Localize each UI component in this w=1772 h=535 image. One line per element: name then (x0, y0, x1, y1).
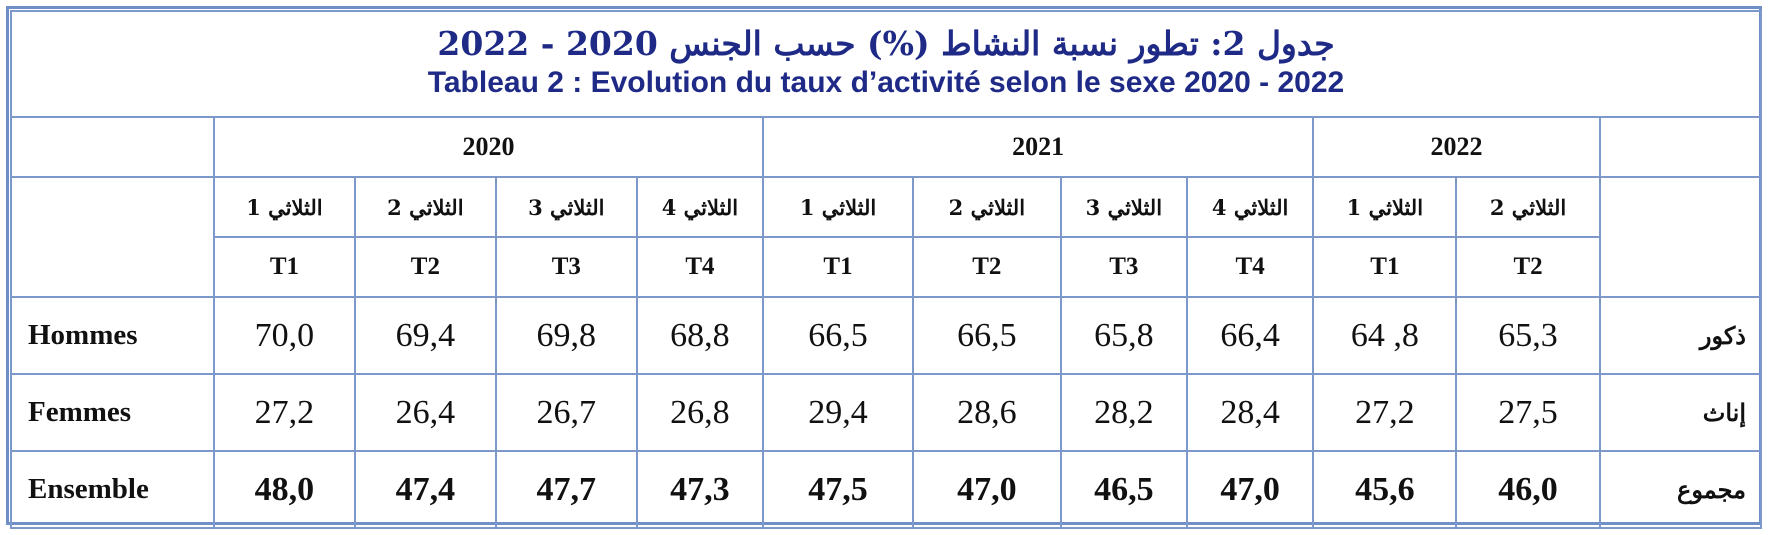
quarter-code-5: T1 (762, 236, 914, 298)
row-label-fr-text: Femmes (28, 396, 132, 428)
table-cell: 47,7 (494, 450, 638, 529)
table-cell: 66,4 (1185, 296, 1315, 375)
quarter-ar-9: الثلاثي 1 (1312, 176, 1458, 238)
quarter-code-10: T2 (1455, 236, 1601, 298)
empty-corner (10, 116, 215, 178)
quarter-ar-5: الثلاثي 1 (762, 176, 914, 238)
quarter-code-7: T3 (1059, 236, 1188, 298)
row-label-ar-text: إناث (1702, 398, 1746, 427)
quarter-code-row: T1 T2 T3 T4 T1 T2 T3 T4 T1 T2 (11, 236, 1761, 298)
activity-rate-table: جدول 2: تطور نسبة النشاط (%) حسب الجنس 2… (10, 10, 1763, 529)
table-cell: 47,0 (912, 450, 1062, 529)
table-row-ensemble: Ensemble 48,0 47,4 47,7 47,3 47,5 47,0 4… (10, 450, 1763, 529)
title-french: Tableau 2 : Evolution du taux d’activité… (427, 66, 1345, 99)
quarter-ar-2: الثلاثي 2 (353, 176, 497, 238)
row-label-ar: إناث (1598, 373, 1763, 452)
quarter-code-8: T4 (1185, 236, 1315, 298)
table-cell: 28,2 (1059, 373, 1188, 452)
empty-label-cell (10, 176, 215, 298)
table-cell: 70,0 (212, 296, 356, 375)
table-cell: 27,5 (1455, 373, 1601, 452)
quarter-code-6: T2 (912, 236, 1062, 298)
table-cell: 65,8 (1059, 296, 1188, 375)
quarter-ar-7: الثلاثي 3 (1059, 176, 1188, 238)
table-cell: 28,4 (1185, 373, 1315, 452)
quarter-arabic-row: الثلاثي 1 الثلاثي 2 الثلاثي 3 الثلاثي 4 … (10, 176, 1763, 298)
row-label-ar-text: مجموع (1677, 475, 1746, 504)
table-cell: 27,2 (1312, 373, 1458, 452)
year-2022: 2022 (1312, 116, 1601, 178)
table-row-hommes: Hommes 70,0 69,4 69,8 68,8 66,5 66,5 65,… (10, 296, 1763, 375)
table-cell: 47,4 (353, 450, 497, 529)
year-2021: 2021 (762, 116, 1315, 178)
quarter-ar-4: الثلاثي 4 (635, 176, 765, 238)
table-cell: 46,0 (1455, 450, 1601, 529)
table-row-femmes: Femmes 27,2 26,4 26,7 26,8 29,4 28,6 28,… (10, 373, 1763, 452)
table-cell: 47,0 (1185, 450, 1315, 529)
table-cell: 47,5 (762, 450, 914, 529)
quarter-code-9: T1 (1312, 236, 1458, 298)
table-cell: 45,6 (1312, 450, 1458, 529)
row-label-fr: Ensemble (10, 450, 215, 529)
empty-corner-right (1598, 116, 1763, 178)
quarter-ar-10: الثلاثي 2 (1455, 176, 1601, 238)
table-cell: 66,5 (762, 296, 914, 375)
quarter-ar-6: الثلاثي 2 (912, 176, 1062, 238)
row-label-ar: مجموع (1598, 450, 1763, 529)
table-cell: 29,4 (762, 373, 914, 452)
table-cell: 66,5 (912, 296, 1062, 375)
table-cell: 69,4 (353, 296, 497, 375)
row-label-fr-text: Hommes (28, 319, 138, 351)
quarter-code-1: T1 (212, 236, 356, 298)
row-label-fr: Hommes (10, 296, 215, 375)
row-label-fr: Femmes (10, 373, 215, 452)
table-cell: 48,0 (212, 450, 356, 529)
row-label-fr-text: Ensemble (28, 473, 149, 505)
quarter-ar-3: الثلاثي 3 (494, 176, 638, 238)
table-cell: 46,5 (1059, 450, 1188, 529)
year-2020: 2020 (212, 116, 765, 178)
quarter-code-3: T3 (494, 236, 638, 298)
table-cell: 69,8 (494, 296, 638, 375)
table-cell: 47,3 (635, 450, 765, 529)
table-cell: 68,8 (635, 296, 765, 375)
empty-label-cell-right (1598, 176, 1763, 298)
table-cell: 28,6 (912, 373, 1062, 452)
year-header-row: 2020 2021 2022 (10, 116, 1763, 178)
quarter-code-2: T2 (353, 236, 497, 298)
table-cell: 26,8 (635, 373, 765, 452)
table-title: جدول 2: تطور نسبة النشاط (%) حسب الجنس 2… (10, 10, 1762, 118)
table-cell: 26,4 (353, 373, 497, 452)
table-cell: 27,2 (212, 373, 356, 452)
row-label-ar-text: ذكور (1699, 321, 1746, 350)
table-cell: 26,7 (494, 373, 638, 452)
title-arabic: جدول 2: تطور نسبة النشاط (%) حسب الجنس 2… (437, 24, 1335, 63)
table-cell: 65,3 (1455, 296, 1601, 375)
table-cell: 64 ,8 (1312, 296, 1458, 375)
quarter-ar-1: الثلاثي 1 (212, 176, 356, 238)
row-label-ar: ذكور (1598, 296, 1763, 375)
quarter-ar-8: الثلاثي 4 (1185, 176, 1315, 238)
quarter-code-4: T4 (635, 236, 765, 298)
